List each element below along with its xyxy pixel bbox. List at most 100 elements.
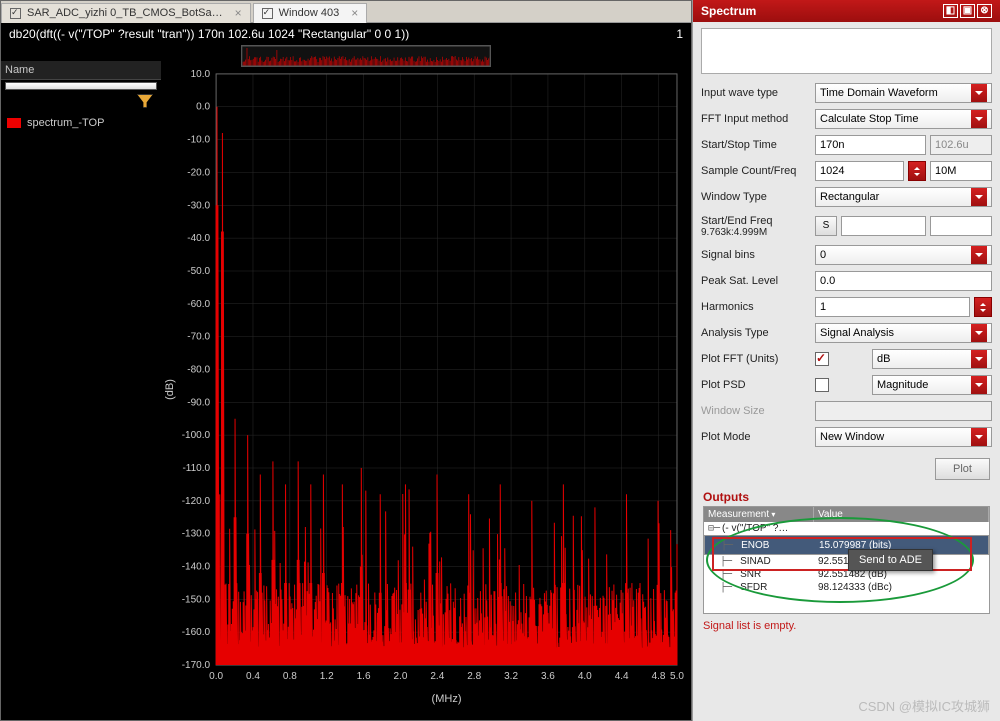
label: FFT Input method [701, 113, 811, 125]
close-icon[interactable]: × [235, 6, 242, 20]
svg-text:10.0: 10.0 [191, 69, 211, 80]
window-type-select[interactable]: Rectangular [815, 187, 992, 207]
col-measurement[interactable]: Measurement [704, 507, 814, 522]
svg-text:1.2: 1.2 [320, 671, 334, 682]
peak-sat-input[interactable]: 0.0 [815, 271, 992, 291]
svg-text:0.0: 0.0 [209, 671, 223, 682]
plot-fft-checkbox[interactable] [815, 352, 829, 366]
watermark: CSDN @模拟IC攻城狮 [858, 696, 990, 715]
close-panel-icon[interactable]: ⊗ [977, 4, 992, 18]
legend-header: Name [1, 61, 161, 80]
legend-item[interactable]: spectrum_-TOP [1, 113, 161, 133]
harmonics-spinner[interactable] [974, 297, 992, 317]
svg-text:-40.0: -40.0 [187, 233, 210, 244]
context-menu-send-to-ade[interactable]: Send to ADE [848, 549, 933, 571]
chevron-down-icon [971, 376, 987, 394]
label: Window Size [701, 405, 811, 417]
tab-sar-adc[interactable]: SAR_ADC_yizhi 0_TB_CMOS_BotSa…× [1, 3, 251, 23]
chevron-down-icon [971, 428, 987, 446]
svg-text:4.8: 4.8 [652, 671, 666, 682]
label: Sample Count/Freq [701, 165, 811, 177]
svg-text:-30.0: -30.0 [187, 200, 210, 211]
checkbox-icon [262, 8, 273, 19]
svg-text:-10.0: -10.0 [187, 135, 210, 146]
start-freq-input[interactable] [841, 216, 926, 236]
svg-text:-130.0: -130.0 [182, 529, 211, 540]
plot-psd-checkbox[interactable] [815, 378, 829, 392]
label: Analysis Type [701, 327, 811, 339]
svg-text:(MHz): (MHz) [432, 693, 462, 705]
window-size-input [815, 401, 992, 421]
filter-icon[interactable] [137, 94, 153, 108]
svg-text:2.0: 2.0 [394, 671, 408, 682]
harmonics-input[interactable]: 1 [815, 297, 970, 317]
svg-text:-150.0: -150.0 [182, 594, 211, 605]
label: Plot FFT (Units) [701, 353, 811, 365]
label: Input wave type [701, 87, 811, 99]
output-row[interactable]: ├─ SFDR98.124333 (dBc) [704, 581, 989, 594]
svg-text:0.8: 0.8 [283, 671, 297, 682]
svg-text:0.0: 0.0 [196, 102, 210, 113]
chevron-down-icon [971, 324, 987, 342]
svg-text:0.4: 0.4 [246, 671, 260, 682]
signal-list-status: Signal list is empty. [693, 618, 1000, 634]
svg-text:-170.0: -170.0 [182, 660, 211, 671]
output-row[interactable]: ├─ ENOB15.079987 (bits) [704, 535, 989, 555]
svg-text:-160.0: -160.0 [182, 627, 211, 638]
svg-text:-140.0: -140.0 [182, 562, 211, 573]
output-row[interactable]: ├─ SINAD92.55148 [704, 555, 989, 568]
tab-window-403[interactable]: Window 403× [253, 3, 368, 23]
col-value[interactable]: Value [814, 507, 989, 522]
svg-text:5.0: 5.0 [670, 671, 684, 682]
analysis-type-select[interactable]: Signal Analysis [815, 323, 992, 343]
legend-color-bar [5, 82, 157, 90]
plot-button[interactable]: Plot [935, 458, 990, 480]
svg-text:2.8: 2.8 [467, 671, 481, 682]
svg-text:3.2: 3.2 [504, 671, 518, 682]
svg-text:-50.0: -50.0 [187, 266, 210, 277]
svg-text:-60.0: -60.0 [187, 299, 210, 310]
svg-text:-20.0: -20.0 [187, 167, 210, 178]
output-row[interactable]: ├─ SNR92.551482 (dB) [704, 568, 989, 581]
spectrum-chart[interactable]: 10.0 0.0 -10.0 -20.0 -30.0 -40.0 -50.0 -60.0 -70… [161, 61, 687, 718]
svg-text:-70.0: -70.0 [187, 332, 210, 343]
svg-text:4.0: 4.0 [578, 671, 592, 682]
svg-text:4.4: 4.4 [615, 671, 629, 682]
input-wave-type-select[interactable]: Time Domain Waveform [815, 83, 992, 103]
label: Start/End Freq9.763k:4.999M [701, 215, 811, 238]
svg-text:(dB): (dB) [164, 379, 176, 400]
svg-text:-110.0: -110.0 [182, 463, 210, 474]
plot-fft-units-select[interactable]: dB [872, 349, 992, 369]
fft-method-select[interactable]: Calculate Stop Time [815, 109, 992, 129]
maximize-icon[interactable]: ▣ [960, 4, 975, 18]
svg-text:-90.0: -90.0 [187, 397, 210, 408]
plot-mode-select[interactable]: New Window [815, 427, 992, 447]
outputs-table[interactable]: MeasurementValue ⊟─(- v("/TOP" ?… ├─ ENO… [703, 506, 990, 614]
label: Signal bins [701, 249, 811, 261]
chevron-down-icon [971, 110, 987, 128]
label: Window Type [701, 191, 811, 203]
tab-bar: SAR_ADC_yizhi 0_TB_CMOS_BotSa…× Window 4… [1, 1, 691, 23]
outputs-title: Outputs [693, 486, 1000, 506]
color-swatch [7, 118, 21, 128]
start-time-input[interactable]: 170n [815, 135, 926, 155]
preview-box [701, 28, 992, 74]
s-button[interactable]: S [815, 216, 837, 236]
sample-spinner[interactable] [908, 161, 926, 181]
close-icon[interactable]: × [351, 6, 358, 20]
sample-freq-input[interactable]: 10M [930, 161, 992, 181]
undock-icon[interactable]: ◧ [943, 4, 958, 18]
svg-text:-80.0: -80.0 [187, 364, 210, 375]
formula-bar: db20(dft((- v("/TOP" ?result "tran")) 17… [1, 23, 691, 43]
plot-psd-units-select[interactable]: Magnitude [872, 375, 992, 395]
chevron-down-icon [971, 246, 987, 264]
signal-bins-select[interactable]: 0 [815, 245, 992, 265]
label: Plot PSD [701, 379, 811, 391]
stop-time-input: 102.6u [930, 135, 992, 155]
chevron-down-icon [971, 350, 987, 368]
spectrum-panel-title: Spectrum ◧ ▣ ⊗ [693, 0, 1000, 22]
label: Peak Sat. Level [701, 275, 811, 287]
svg-text:-100.0: -100.0 [182, 430, 211, 441]
end-freq-input[interactable] [930, 216, 992, 236]
sample-count-input[interactable]: 1024 [815, 161, 904, 181]
